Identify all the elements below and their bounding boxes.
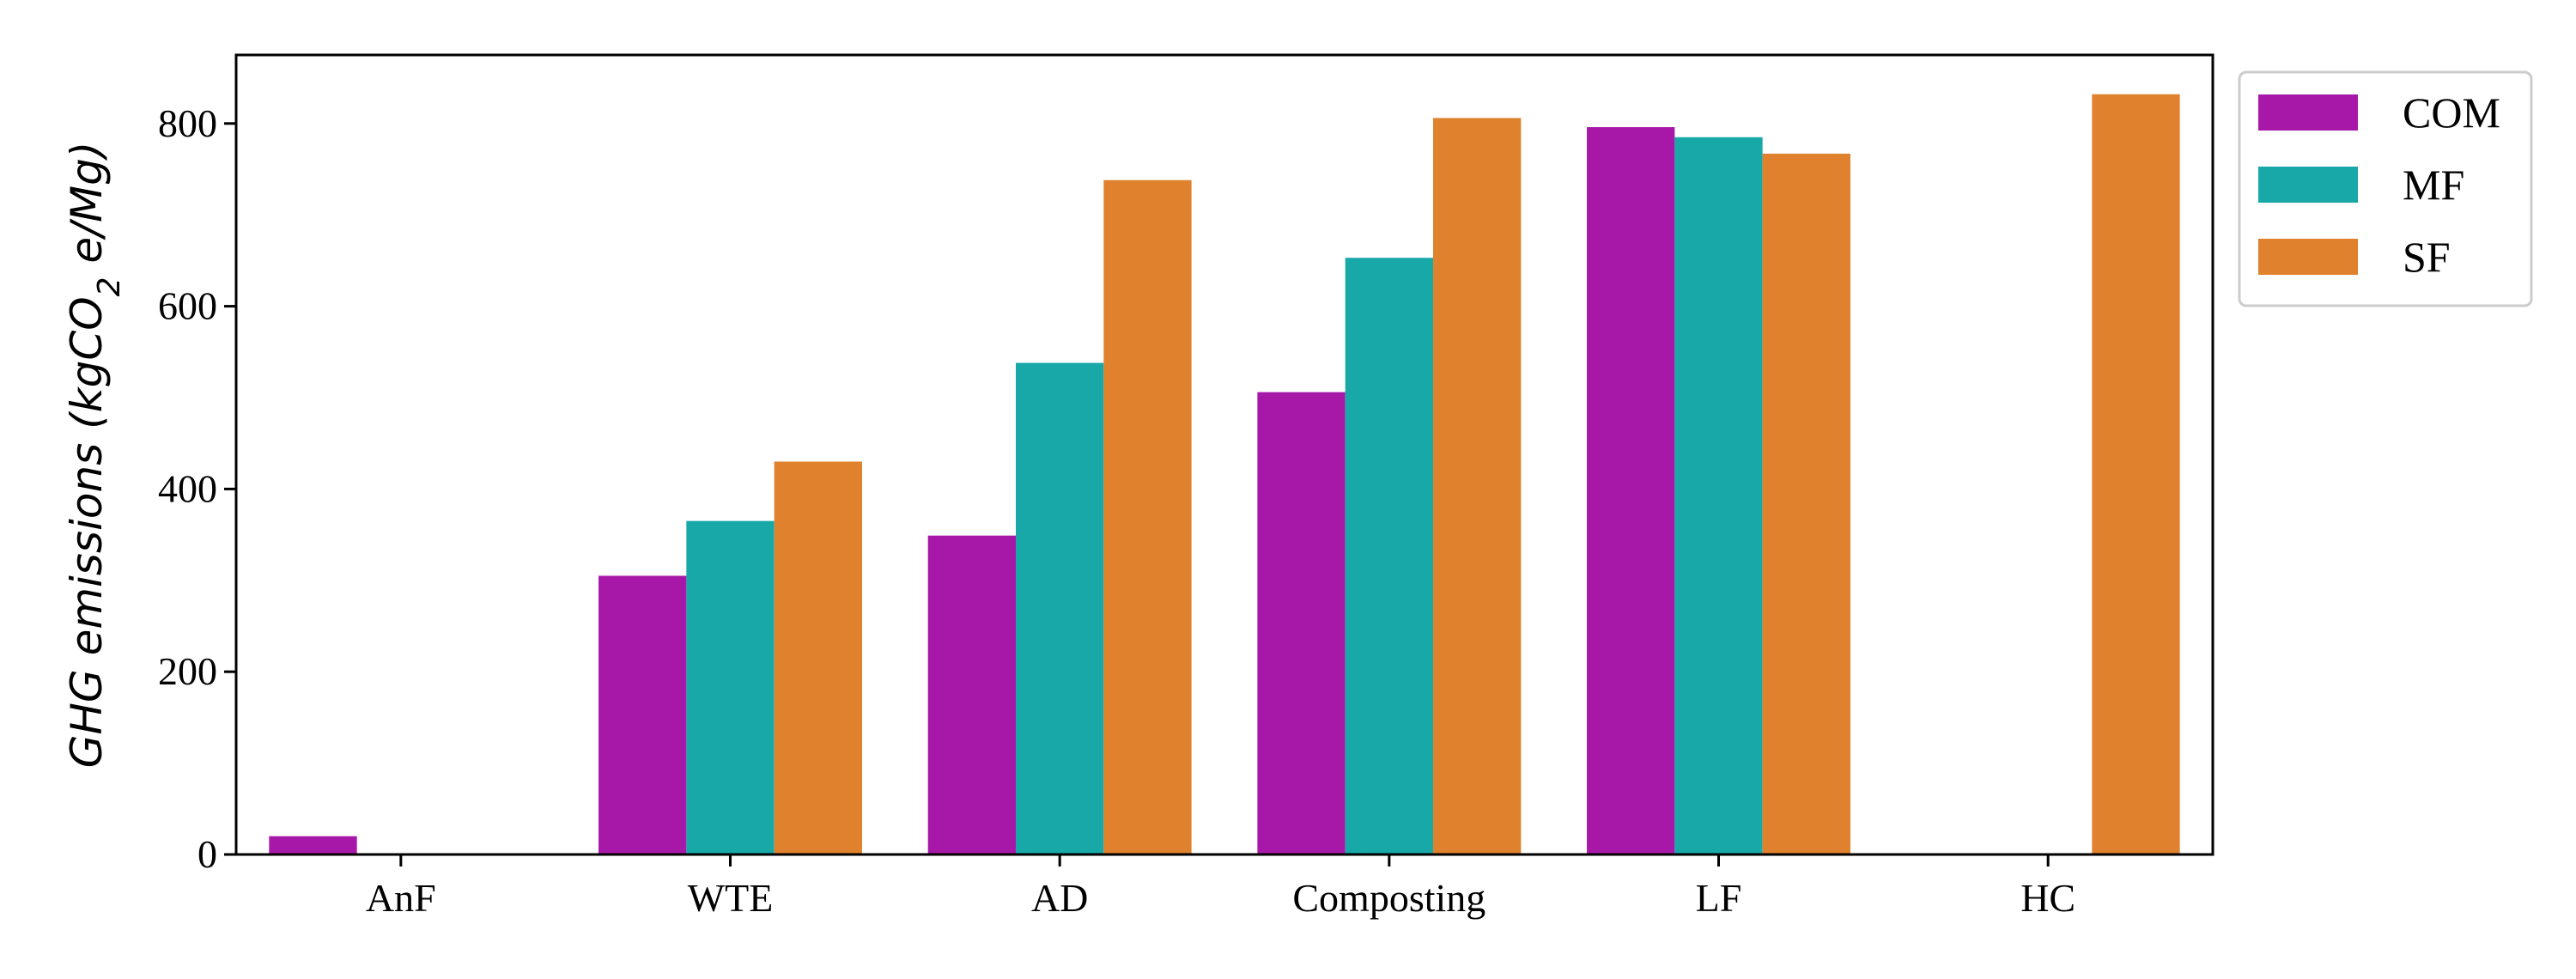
bar-com-ad (927, 535, 1017, 854)
bar-sf-composting (1432, 118, 1522, 854)
x-tick-label-hc: HC (2020, 876, 2075, 920)
plot-frame (234, 53, 2215, 856)
bar-com-lf (1587, 127, 1675, 854)
legend: COM MF SF (2238, 70, 2533, 307)
bar-com-wte (598, 575, 687, 854)
y-tick-label: 600 (158, 284, 217, 328)
bar-mf-lf (1674, 137, 1763, 854)
y-tick-label: 200 (158, 649, 217, 693)
y-axis-label: GHG emissions (kgCO2 e/Mg) (62, 142, 127, 769)
bar-mf-wte (686, 520, 775, 854)
bar-com-composting (1257, 392, 1346, 855)
y-axis-label-unit: e/Mg) (62, 142, 112, 277)
bar-com-anf (269, 836, 357, 854)
bar-mf-composting (1345, 258, 1433, 854)
bars-group (269, 94, 2180, 855)
x-tick-label-anf: AnF (366, 876, 436, 920)
y-axis-label-main: GHG emissions (kgCO (62, 296, 112, 768)
legend-swatch-sf (2258, 239, 2358, 275)
y-tick-label: 800 (158, 101, 217, 145)
y-axis: 0 200 400 600 800 (158, 101, 236, 876)
x-axis: AnF WTE AD Composting LF HC (366, 854, 2075, 920)
legend-swatch-com (2258, 94, 2358, 131)
x-tick-label-composting: Composting (1292, 876, 1485, 920)
bar-mf-ad (1016, 362, 1104, 854)
x-tick-label-lf: LF (1696, 876, 1742, 920)
y-axis-label-subscript: 2 (92, 277, 127, 296)
legend-label-sf: SF (2403, 233, 2451, 281)
y-tick-label: 400 (158, 466, 217, 510)
x-tick-label-ad: AD (1031, 876, 1088, 920)
bar-sf-wte (774, 461, 862, 854)
bar-sf-hc (2092, 94, 2180, 854)
legend-label-mf: MF (2403, 161, 2464, 209)
y-tick-label: 0 (197, 832, 217, 876)
x-tick-label-wte: WTE (688, 876, 774, 920)
legend-swatch-mf (2258, 167, 2358, 203)
bar-sf-ad (1103, 179, 1192, 854)
legend-label-com: COM (2403, 88, 2500, 137)
bar-sf-lf (1762, 153, 1850, 855)
